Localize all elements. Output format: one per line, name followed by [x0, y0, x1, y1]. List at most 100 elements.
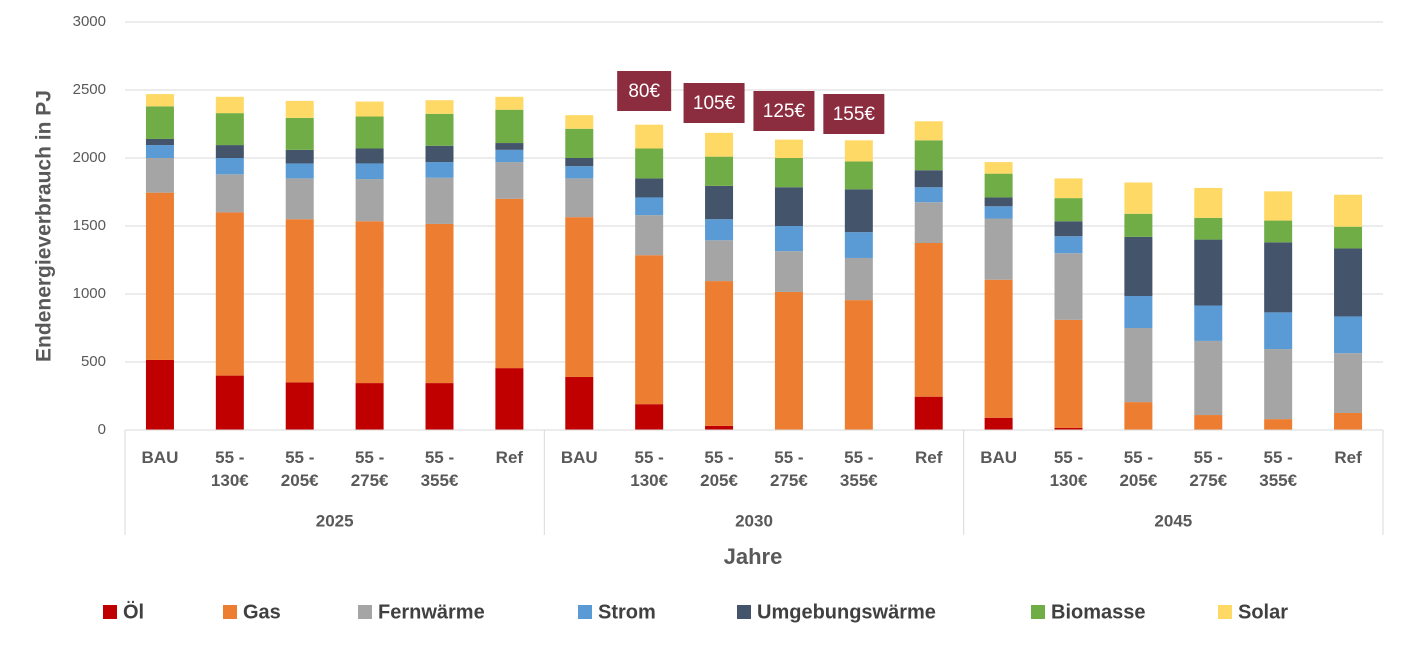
bar-segment [1264, 242, 1293, 313]
x-tick-label: 55 - 205€ [700, 448, 738, 490]
bar-segment [1334, 226, 1363, 249]
bar-segment [1054, 319, 1083, 428]
bar-segment [355, 101, 384, 117]
bar-segment [285, 163, 314, 179]
bar-segment [984, 173, 1013, 198]
bar-segment [495, 162, 524, 199]
y-tick-label: 500 [81, 353, 106, 370]
bar-segment [774, 158, 803, 188]
bar-segment [145, 138, 174, 146]
bar-segment [145, 158, 174, 193]
bar-segment [285, 382, 314, 430]
x-tick-label: 55 - 275€ [350, 448, 389, 490]
bar-segment [285, 178, 314, 220]
bar-segment [425, 145, 454, 163]
bar-segment [215, 158, 244, 175]
bar-segment [705, 219, 734, 241]
bar-segment [844, 140, 873, 162]
bar-segment [635, 197, 664, 216]
bar-segment [425, 113, 454, 146]
annotation-label: 105€ [693, 93, 736, 114]
legend-swatch [1031, 605, 1045, 619]
bar-segment [145, 359, 174, 430]
bar-segment [1054, 427, 1083, 430]
legend-swatch [358, 605, 372, 619]
x-tick-label: Ref [1334, 448, 1362, 467]
legend-label: Biomasse [1051, 601, 1146, 623]
bar-segment [145, 145, 174, 158]
group-label: 2025 [316, 511, 354, 530]
bar-segment [705, 156, 734, 186]
bar-segment [215, 145, 244, 158]
bar-segment [285, 149, 314, 164]
legend-label: Strom [598, 601, 656, 623]
bar-segment [914, 396, 943, 430]
y-tick-label: 1000 [73, 285, 106, 302]
x-tick-label: BAU [560, 448, 598, 467]
x-tick-label: 55 - 130€ [1049, 448, 1088, 490]
annotation-box [617, 71, 672, 111]
bar-segment [425, 100, 454, 114]
bar-segment [914, 187, 943, 203]
bar-segment [1334, 413, 1363, 430]
bar-segment [285, 219, 314, 383]
bar-segment [1054, 253, 1083, 320]
legend-swatch [737, 605, 751, 619]
bar-segment [1334, 316, 1363, 354]
bar-segment [215, 96, 244, 114]
bar-segment [285, 100, 314, 118]
bar-segment [355, 163, 384, 180]
bar-segment [705, 281, 734, 426]
annotation-label: 125€ [763, 101, 806, 122]
x-tick-label: Ref [915, 448, 943, 467]
bar-segment [635, 148, 664, 179]
bar-segment [844, 257, 873, 301]
y-tick-label: 2000 [73, 149, 106, 166]
bar-segment [984, 417, 1013, 430]
bar-segment [635, 124, 664, 149]
annotation-box [753, 91, 815, 131]
bar-segment [705, 240, 734, 282]
bar-segment [1054, 236, 1083, 254]
bar-segment [844, 161, 873, 190]
bar-segment [565, 178, 594, 218]
bar-segment [914, 140, 943, 171]
bar-segment [774, 187, 803, 226]
bar-segment [914, 202, 943, 243]
bar-segment [495, 149, 524, 163]
x-tick-label: 55 - 355€ [839, 448, 878, 490]
bar-segment [914, 170, 943, 188]
bar-segment [774, 226, 803, 252]
y-tick-label: 0 [98, 421, 106, 438]
bar-segment [425, 162, 454, 178]
bar-segment [1194, 305, 1223, 341]
x-tick-label: Ref [495, 448, 524, 467]
bar-segment [145, 94, 174, 107]
legend-label: Fernwärme [378, 601, 485, 623]
bar-segment [1054, 198, 1083, 222]
bar-segment [1264, 191, 1293, 221]
bar-segment [635, 255, 664, 405]
bar-segment [1194, 187, 1223, 218]
bar-segment [1124, 296, 1153, 328]
bar-segment [1124, 213, 1153, 237]
x-tick-label: BAU [980, 448, 1018, 467]
bar-segment [984, 206, 1013, 219]
bar-segment [355, 383, 384, 430]
x-tick-label: 55 - 130€ [210, 448, 249, 490]
y-axis-title: Endenergieverbrauch in PJ [33, 90, 56, 362]
bar-segment [1334, 248, 1363, 317]
bar-segment [1194, 239, 1223, 306]
bar-segment [495, 109, 524, 144]
bar-segment [984, 279, 1013, 418]
bar-segment [1124, 402, 1153, 430]
bar-segment [914, 243, 943, 397]
y-tick-label: 3000 [73, 13, 106, 30]
bar-segment [774, 139, 803, 158]
bar-segment [1334, 194, 1363, 227]
bar-segment [1264, 220, 1293, 243]
legend-swatch [1218, 605, 1232, 619]
bar-segment [844, 300, 873, 430]
bar-segment [914, 121, 943, 141]
